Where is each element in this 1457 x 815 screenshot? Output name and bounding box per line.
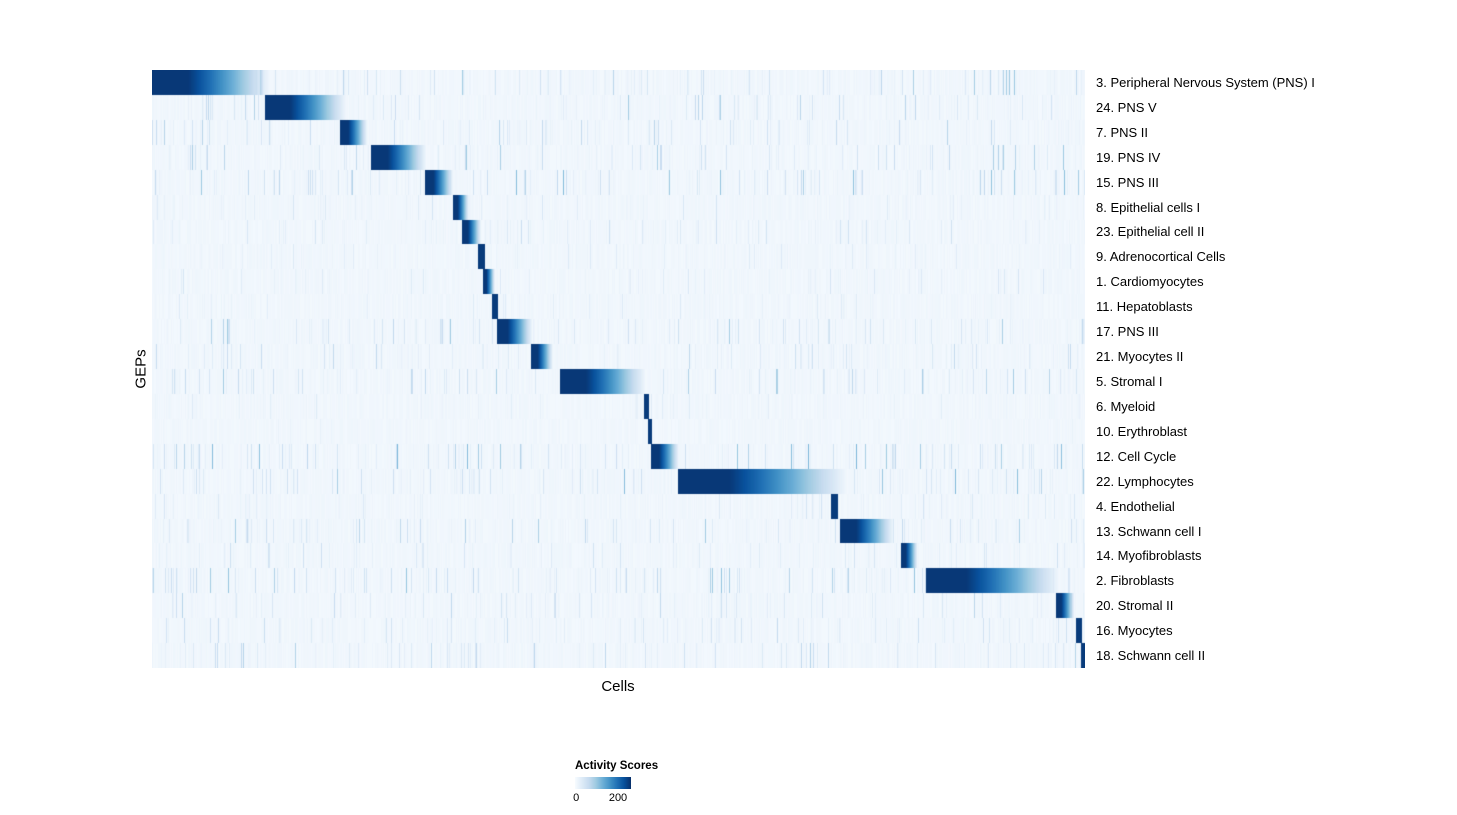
row-labels: 3. Peripheral Nervous System (PNS) I 24. … xyxy=(1096,70,1315,668)
row-label: 23. Epithelial cell II xyxy=(1096,224,1205,240)
legend-gradient-bar xyxy=(575,777,631,789)
row-label: 11. Hepatoblasts xyxy=(1096,299,1193,315)
row-label: 18. Schwann cell II xyxy=(1096,648,1206,664)
row-label: 4. Endothelial xyxy=(1096,498,1175,514)
row-label: 7. PNS II xyxy=(1096,124,1149,140)
legend-title: Activity Scores xyxy=(575,760,659,772)
row-label: 3. Peripheral Nervous System (PNS) I xyxy=(1096,74,1315,90)
y-axis-label: GEPs xyxy=(132,349,150,389)
row-label: 2. Fibroblasts xyxy=(1096,573,1175,589)
row-label: 20. Stromal II xyxy=(1096,598,1174,614)
row-label: 16. Myocytes xyxy=(1096,623,1173,639)
legend-ticks: 0 200 xyxy=(573,792,645,806)
row-label: 8. Epithelial cells I xyxy=(1096,199,1201,215)
legend-max-label: 200 xyxy=(608,792,628,804)
activity-scores-legend: Activity Scores 0 200 xyxy=(573,760,715,806)
row-label: 9. Adrenocortical Cells xyxy=(1096,249,1226,265)
row-label: 14. Myofibroblasts xyxy=(1096,548,1202,564)
row-label: 21. Myocytes II xyxy=(1096,349,1184,365)
row-label: 19. PNS IV xyxy=(1096,149,1161,165)
row-label: 17. PNS III xyxy=(1096,324,1159,340)
row-label: 22. Lymphocytes xyxy=(1096,473,1194,489)
heatmap-canvas xyxy=(152,70,1085,668)
row-label: 24. PNS V xyxy=(1096,99,1157,115)
row-label: 6. Myeloid xyxy=(1096,398,1156,414)
row-label: 5. Stromal I xyxy=(1096,374,1163,390)
legend-min-label: 0 xyxy=(573,792,580,804)
row-label: 13. Schwann cell I xyxy=(1096,523,1202,539)
row-label: 15. PNS III xyxy=(1096,174,1159,190)
x-axis-label: Cells xyxy=(601,678,635,695)
row-label: 1. Cardiomyocytes xyxy=(1096,274,1204,290)
row-label: 12. Cell Cycle xyxy=(1096,448,1177,464)
row-label: 10. Erythroblast xyxy=(1096,423,1188,439)
